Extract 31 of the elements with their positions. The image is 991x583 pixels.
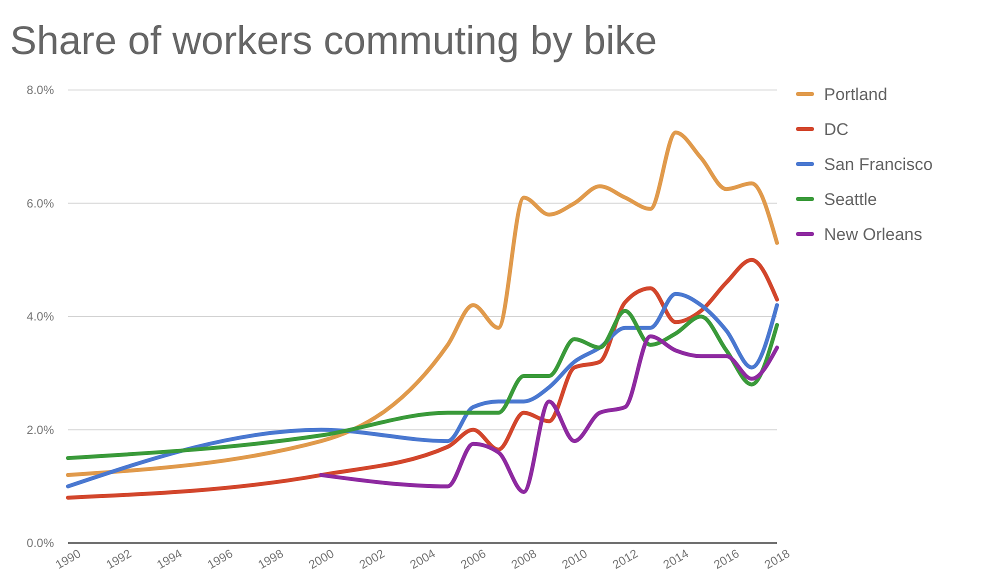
line-series — [66, 292, 779, 488]
x-tick-label: 2008 — [508, 546, 540, 572]
y-tick-label: 6.0% — [26, 196, 54, 210]
x-tick-label: 1992 — [104, 546, 134, 572]
legend-label: Seattle — [824, 190, 877, 209]
y-tick-label: 2.0% — [26, 422, 54, 437]
x-tick-label: 1990 — [53, 546, 84, 572]
x-tick-label: 1998 — [256, 546, 286, 572]
x-tick-label: 2016 — [711, 546, 742, 572]
x-tick-label: 2002 — [356, 546, 388, 572]
x-tick-label: 1994 — [154, 546, 185, 572]
x-tick-label: 2000 — [306, 546, 337, 572]
x-tick-label: 2006 — [458, 546, 489, 572]
x-tick-label: 2010 — [559, 546, 590, 572]
y-tick-label: 4.0% — [26, 310, 54, 324]
chart-title: Share of workers commuting by bike — [10, 19, 657, 63]
legend-label: DC — [824, 120, 849, 139]
x-tick-label: 1996 — [204, 546, 236, 572]
x-tick-label: 2014 — [660, 546, 692, 572]
x-tick-label: 2004 — [408, 546, 438, 572]
line-series — [66, 258, 779, 500]
line-series — [319, 334, 779, 494]
line-series — [66, 308, 779, 460]
legend-label: San Francisco — [824, 154, 933, 174]
x-tick-label: 2012 — [610, 546, 641, 572]
legend-label: Portland — [824, 84, 888, 104]
y-tick-label: 0.0% — [26, 536, 54, 550]
line-series — [66, 130, 779, 478]
legend-label: New Orleans — [824, 224, 922, 244]
y-tick-label: 8.0% — [26, 83, 54, 98]
x-tick-label: 2018 — [762, 546, 792, 572]
